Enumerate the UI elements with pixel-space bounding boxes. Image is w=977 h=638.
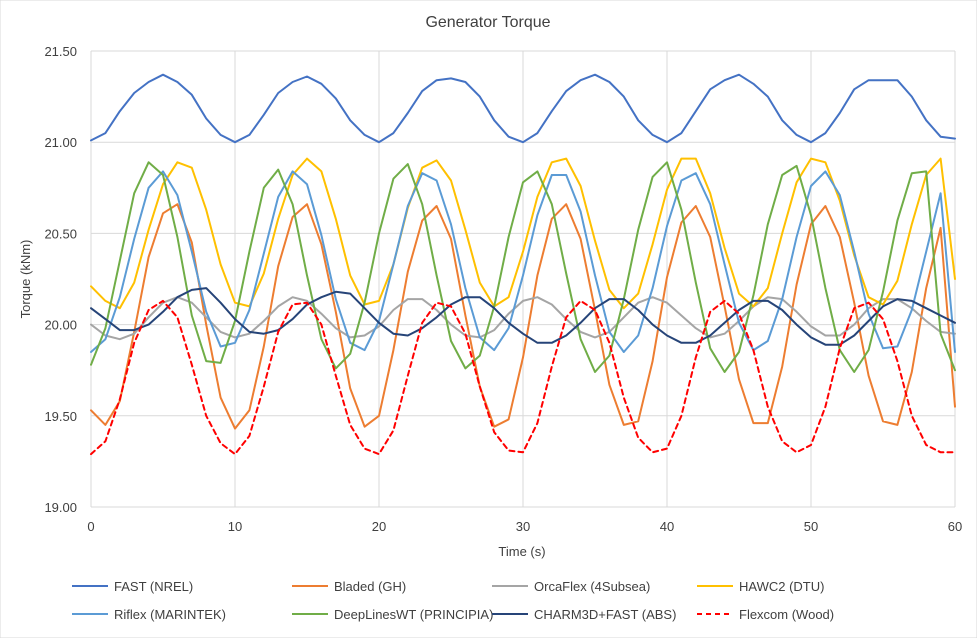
legend-label: FAST (NREL) xyxy=(114,579,193,594)
y-tick-label: 20.50 xyxy=(44,226,77,241)
x-tick-label: 50 xyxy=(804,519,818,534)
legend-label: DeepLinesWT (PRINCIPIA) xyxy=(334,607,493,622)
y-tick-label: 21.50 xyxy=(44,44,77,59)
x-tick-label: 20 xyxy=(372,519,386,534)
legend-label: Riflex (MARINTEK) xyxy=(114,607,226,622)
x-tick-label: 60 xyxy=(948,519,962,534)
y-axis-title: Torque (kNm) xyxy=(18,240,33,319)
series-line xyxy=(90,161,956,373)
legend-label: CHARM3D+FAST (ABS) xyxy=(534,607,676,622)
y-tick-labels: 19.00 19.50 20.00 20.50 21.00 21.50 xyxy=(44,44,77,515)
x-axis-title: Time (s) xyxy=(498,544,545,559)
series-lines xyxy=(90,73,956,456)
legend: FAST (NREL) Bladed (GH) OrcaFlex (4Subsea)… xyxy=(72,579,834,622)
chart-title: Generator Torque xyxy=(425,14,550,31)
series-line xyxy=(90,170,956,353)
x-tick-label: 10 xyxy=(228,519,242,534)
x-tick-label: 40 xyxy=(660,519,674,534)
series-line xyxy=(90,157,956,310)
legend-label: Flexcom (Wood) xyxy=(739,607,834,622)
legend-label: HAWC2 (DTU) xyxy=(739,579,824,594)
series-line xyxy=(90,73,956,144)
series-line xyxy=(90,299,956,456)
series-line xyxy=(90,287,956,346)
x-tick-label: 30 xyxy=(516,519,530,534)
y-tick-label: 20.00 xyxy=(44,318,77,333)
series-line xyxy=(90,296,956,341)
y-tick-label: 21.00 xyxy=(44,135,77,150)
x-tick-labels: 0 10 20 30 40 50 60 xyxy=(87,519,962,534)
x-tick-label: 0 xyxy=(87,519,94,534)
y-tick-label: 19.00 xyxy=(44,500,77,515)
series-line xyxy=(90,203,956,430)
legend-label: Bladed (GH) xyxy=(334,579,406,594)
legend-label: OrcaFlex (4Subsea) xyxy=(534,579,650,594)
y-tick-label: 19.50 xyxy=(44,409,77,424)
